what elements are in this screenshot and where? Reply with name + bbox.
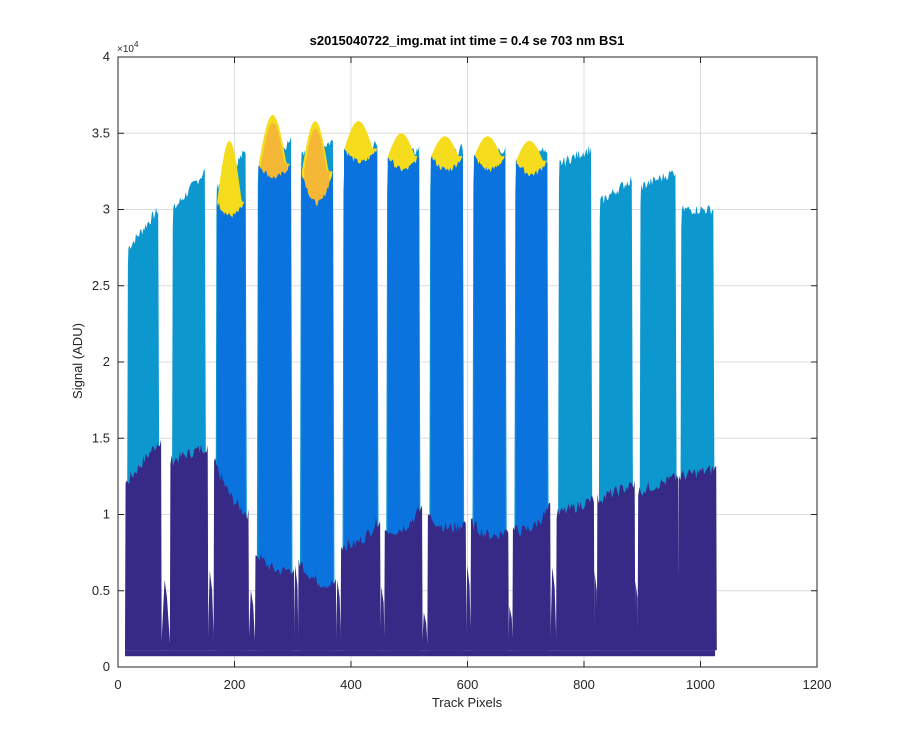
data-bands (124, 114, 717, 657)
gap-spike (634, 580, 639, 651)
gap-spike (161, 579, 171, 651)
x-tick-label: 0 (114, 677, 121, 692)
x-tick-label: 1000 (686, 677, 715, 692)
y-tick-label: 3.5 (92, 125, 110, 140)
band-mid-blue (258, 160, 292, 651)
band-dark (637, 472, 679, 651)
band-orange-core (304, 128, 330, 212)
y-tick-label: 0 (103, 659, 110, 674)
x-tick-label: 1200 (803, 677, 832, 692)
gap-spike (465, 565, 471, 651)
band-mid-blue (301, 168, 333, 651)
gap-spike (593, 571, 598, 651)
band-dark (512, 502, 551, 651)
tick-labels: 0 200 400 600 800 1000 1200 0 0.5 1 1.5 2 2.5 3 3.5 4 (92, 49, 832, 692)
band-dark (297, 559, 337, 651)
band-dark (556, 495, 595, 651)
band-dark (340, 517, 381, 651)
gap-spike (422, 612, 428, 651)
x-tick-label: 800 (573, 677, 595, 692)
band-dark (470, 518, 509, 651)
gap-spike (508, 606, 513, 651)
x-axis-label: Track Pixels (432, 695, 503, 710)
x-tick-label: 200 (224, 677, 246, 692)
gap-spike (207, 570, 215, 651)
band-dark (254, 553, 295, 651)
band-dark (124, 439, 162, 651)
band-dark (169, 444, 209, 651)
gap-spike (380, 586, 385, 651)
band-dark (427, 513, 467, 651)
y-tick-label: 1.5 (92, 430, 110, 445)
gap-spike (335, 580, 342, 651)
y-tick-label: 0.5 (92, 583, 110, 598)
gap-spike (293, 564, 299, 651)
axes (117, 56, 818, 668)
band-dark (213, 458, 250, 651)
y-axis-label: Signal (ADU) (70, 323, 85, 399)
baseline-strip (124, 650, 716, 657)
x-tick-label: 400 (340, 677, 362, 692)
band-mid-blue (344, 148, 378, 651)
y-tick-label: 3 (103, 202, 110, 217)
band-mid-blue (473, 153, 506, 651)
band-dark (678, 464, 717, 651)
y-tick-label: 4 (103, 49, 110, 64)
y-tick-label: 2.5 (92, 278, 110, 293)
y-tick-label: 2 (103, 354, 110, 369)
chart-title: s2015040722_img.mat int time = 0.4 se 70… (310, 33, 625, 48)
x-tick-label: 600 (457, 677, 479, 692)
gap-spike (248, 589, 256, 651)
y-tick-label: 1 (103, 507, 110, 522)
y-axis-exponent: ×104 (117, 40, 139, 55)
band-dark (596, 480, 636, 651)
band-dark (384, 505, 423, 651)
gap-spike (550, 567, 557, 651)
